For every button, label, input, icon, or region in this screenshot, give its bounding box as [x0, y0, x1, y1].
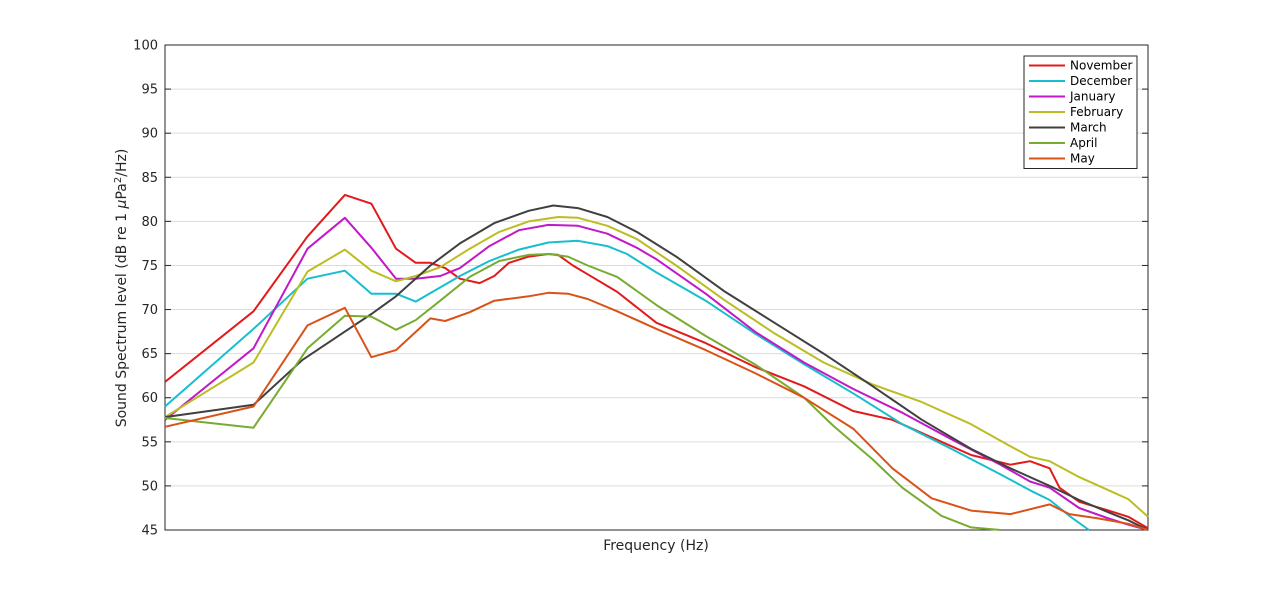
y-tick-label: 60: [141, 391, 158, 406]
data-series: [164, 193, 1149, 531]
series-line-may: [164, 291, 1149, 531]
y-tick-label: 70: [141, 303, 158, 318]
y-axis-title-tail: /Hz): [114, 149, 130, 177]
legend-label-may: May: [1070, 152, 1095, 166]
y-axis-title-superscript: 2: [113, 177, 124, 183]
series-line-november: [164, 193, 1149, 530]
plot-area-frame: [164, 44, 1149, 531]
y-axis-ticks: 45 50 55 60 65 70 75 80 85 90 95 100: [133, 39, 1148, 539]
y-tick-label: 50: [141, 479, 158, 494]
y-axis-title: Sound Spectrum level (dB re 1 μPa2/Hz): [113, 149, 131, 428]
series-line-april: [164, 253, 1001, 531]
legend-label-january: January: [1069, 90, 1116, 104]
y-tick-label: 65: [141, 347, 158, 362]
legend-label-march: March: [1070, 121, 1107, 135]
y-tick-label: 75: [141, 259, 158, 274]
series-line-january: [164, 216, 1149, 531]
y-tick-label: 85: [141, 171, 158, 186]
series-line-march: [164, 204, 1149, 531]
y-axis-title-main: Sound Spectrum level (dB re 1: [114, 208, 130, 427]
series-line-february: [164, 216, 1149, 518]
legend-label-november: November: [1070, 59, 1132, 73]
grid-lines: [165, 44, 1148, 531]
legend-label-february: February: [1070, 105, 1123, 119]
legend-label-april: April: [1070, 136, 1097, 150]
series-line-december: [164, 239, 1090, 531]
y-tick-label: 55: [141, 435, 158, 450]
y-tick-label: 45: [141, 524, 158, 539]
y-axis-title-unit: Pa: [114, 183, 130, 199]
y-tick-label: 100: [133, 39, 158, 54]
y-tick-label: 90: [141, 127, 158, 142]
y-axis-title-mu: μ: [114, 199, 130, 209]
y-tick-label: 80: [141, 215, 158, 230]
y-tick-label: 95: [141, 83, 158, 98]
legend-label-december: December: [1070, 74, 1132, 88]
x-axis-title: Frequency (Hz): [603, 538, 709, 554]
